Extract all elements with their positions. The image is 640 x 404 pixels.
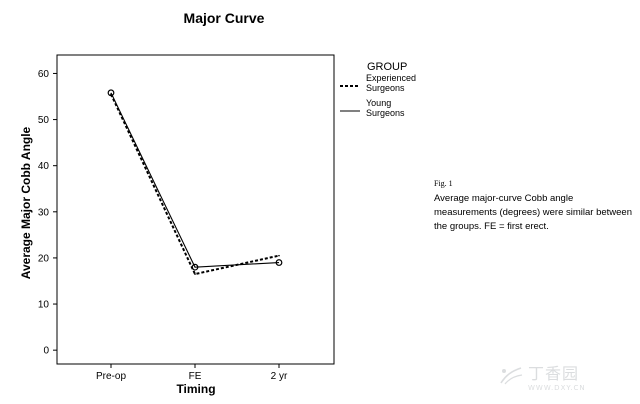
y-tick-label: 30 [38, 207, 50, 218]
series-point-experienced [278, 254, 280, 257]
y-tick-label: 50 [38, 115, 50, 126]
x-tick-label: 2 yr [271, 371, 288, 382]
legend-label-young-line1: Young [366, 98, 391, 108]
legend: GROUP Experienced Surgeons Young Surgeon… [340, 61, 419, 118]
y-axis-title: Average Major Cobb Angle [19, 126, 33, 279]
chart-title: Major Curve [184, 10, 265, 26]
x-tick-label: Pre-op [96, 371, 126, 382]
legend-entry-experienced: Experienced Surgeons [340, 73, 419, 93]
series-point-young [275, 259, 283, 266]
x-axis-title: Timing [176, 382, 215, 396]
series-point-experienced [194, 273, 196, 275]
plot-frame [56, 54, 335, 365]
watermark-subtext: WWW.DXY.CN [528, 384, 586, 392]
legend-title: GROUP [367, 61, 407, 73]
legend-label-experienced: Experienced Surgeons [366, 73, 419, 93]
legend-label-young: Young Surgeons [366, 98, 405, 118]
y-tick-label: 0 [43, 346, 49, 357]
x-tick-label: FE [189, 371, 202, 382]
y-tick-label: 10 [38, 300, 50, 311]
watermark: 丁香园 WWW.DXY.CN [498, 360, 586, 392]
figure-caption: Fig. 1 Average major-curve Cobb angle me… [434, 177, 634, 234]
series-line-young [110, 92, 280, 268]
x-axis: Pre-op FE 2 yr [96, 364, 288, 382]
y-axis: 0 10 20 30 40 50 60 [38, 69, 57, 357]
legend-entry-young: Young Surgeons [340, 98, 405, 118]
caption-text: Average major-curve Cobb angle measureme… [434, 193, 632, 232]
watermark-logo-icon [500, 367, 523, 385]
watermark-text: 丁香园 [528, 364, 580, 383]
y-tick-label: 40 [38, 161, 50, 172]
series-point-young [191, 263, 199, 271]
series-line-experienced [110, 93, 280, 276]
legend-label-experienced-line2: Surgeons [366, 83, 405, 93]
series-layer [107, 89, 283, 276]
y-tick-label: 60 [38, 69, 50, 80]
caption-label: Fig. 1 [434, 179, 453, 188]
legend-label-experienced-line1: Experienced [366, 73, 416, 83]
y-tick-label: 20 [38, 253, 50, 264]
legend-label-young-line2: Surgeons [366, 108, 405, 118]
series-point-young [107, 89, 115, 97]
